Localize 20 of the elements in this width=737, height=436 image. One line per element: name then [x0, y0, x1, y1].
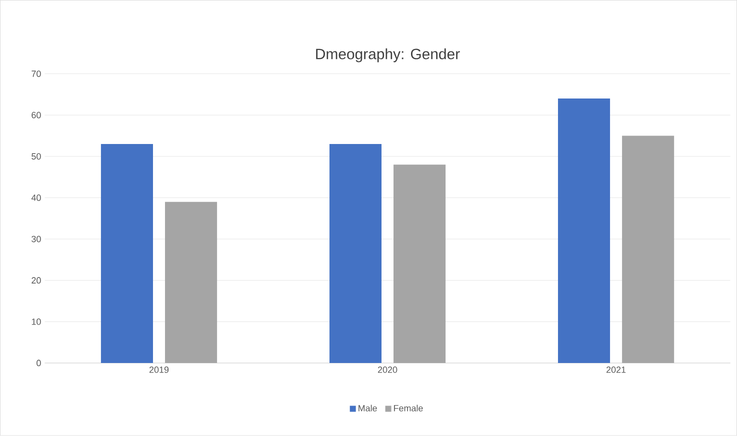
y-tick-label: 30	[32, 236, 41, 242]
bar	[394, 164, 446, 364]
y-tick-label: 60	[32, 112, 41, 118]
bar	[558, 98, 610, 364]
x-tick-label: 2019	[149, 366, 169, 373]
y-tick-label: 70	[32, 70, 41, 78]
x-tick-label: 2020	[378, 366, 398, 373]
y-tick-label: 40	[31, 194, 41, 202]
legend-label: Male	[358, 404, 377, 412]
bar	[100, 144, 153, 364]
y-tick-label: 10	[32, 318, 41, 325]
bar	[622, 136, 674, 364]
legend-label: Female	[394, 404, 423, 412]
x-tick-label: 2021	[606, 366, 626, 373]
y-tick-label: 0	[36, 360, 41, 366]
bar	[329, 144, 382, 364]
bar	[165, 202, 218, 364]
chart-title: Dmeography: Gender	[316, 48, 460, 62]
y-tick-label: 50	[32, 153, 41, 160]
y-tick-label: 20	[32, 277, 41, 284]
